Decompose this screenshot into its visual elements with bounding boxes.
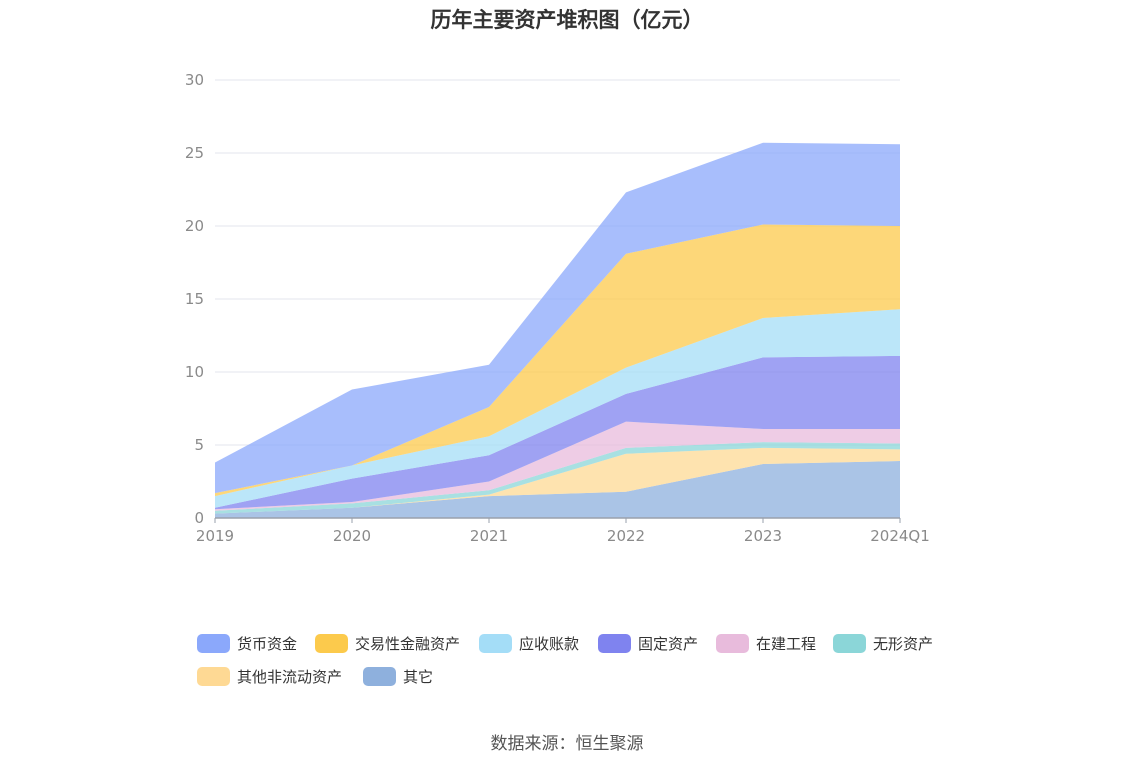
- legend-label: 货币资金: [237, 634, 298, 653]
- legend-item[interactable]: 其它: [363, 665, 433, 687]
- legend-label: 在建工程: [756, 634, 817, 653]
- chart-title: 历年主要资产堆积图（亿元）: [430, 8, 704, 32]
- legend-swatch: [197, 633, 230, 653]
- legend-label: 其他非流动资产: [237, 667, 343, 686]
- legend-item[interactable]: 交易性金融资产: [315, 632, 460, 654]
- area-其它: [215, 461, 900, 518]
- legend-item[interactable]: 应收账款: [479, 632, 579, 654]
- area-在建工程: [215, 421, 900, 511]
- y-tick-label: 30: [185, 71, 204, 89]
- legend-swatch: [833, 633, 866, 653]
- x-tick-label: 2019: [196, 527, 234, 545]
- area-series: [215, 142, 900, 518]
- x-tick-label: 2024Q1: [870, 527, 930, 545]
- area-交易性金融资产: [215, 224, 900, 497]
- area-固定资产: [215, 355, 900, 510]
- legend-label: 交易性金融资产: [355, 634, 461, 653]
- y-tick-label: 5: [194, 436, 204, 454]
- legend-label: 应收账款: [519, 634, 580, 653]
- legend-label: 其它: [403, 667, 434, 686]
- legend-swatch: [315, 633, 348, 653]
- x-tick-label: 2022: [607, 527, 645, 545]
- legend-swatch: [479, 633, 512, 653]
- y-tick-label: 0: [194, 509, 204, 527]
- x-tick-label: 2020: [333, 527, 371, 545]
- y-tick-label: 25: [185, 144, 204, 162]
- x-tick-label: 2021: [470, 527, 508, 545]
- area-货币资金: [215, 142, 900, 494]
- area-其他非流动资产: [215, 447, 900, 514]
- legend-swatch: [363, 666, 396, 686]
- area-应收账款: [215, 309, 900, 508]
- x-tick-label: 2023: [744, 527, 782, 545]
- y-tick-label: 10: [185, 363, 204, 381]
- legend-item[interactable]: 无形资产: [833, 632, 933, 654]
- legend-item[interactable]: 其他非流动资产: [197, 665, 342, 687]
- y-tick-label: 20: [185, 217, 204, 235]
- data-source: 数据来源：恒生聚源: [490, 734, 644, 754]
- legend-label: 无形资产: [873, 634, 934, 653]
- legend-swatch: [716, 633, 749, 653]
- legend-item[interactable]: 在建工程: [716, 632, 816, 654]
- legend-item[interactable]: 固定资产: [598, 632, 698, 654]
- y-tick-label: 15: [185, 290, 204, 308]
- axes: 0 5 10 15 20 25 30 2019 2020 2021 2022 2023 2024Q1: [185, 71, 930, 545]
- legend-swatch: [598, 633, 631, 653]
- legend-item[interactable]: 货币资金: [197, 632, 297, 654]
- legend-label: 固定资产: [638, 634, 699, 653]
- legend-swatch: [197, 666, 230, 686]
- stacked-area-chart: 0 5 10 15 20 25 30 2019 2020 2021 2022 2023 2024Q1: [185, 71, 930, 545]
